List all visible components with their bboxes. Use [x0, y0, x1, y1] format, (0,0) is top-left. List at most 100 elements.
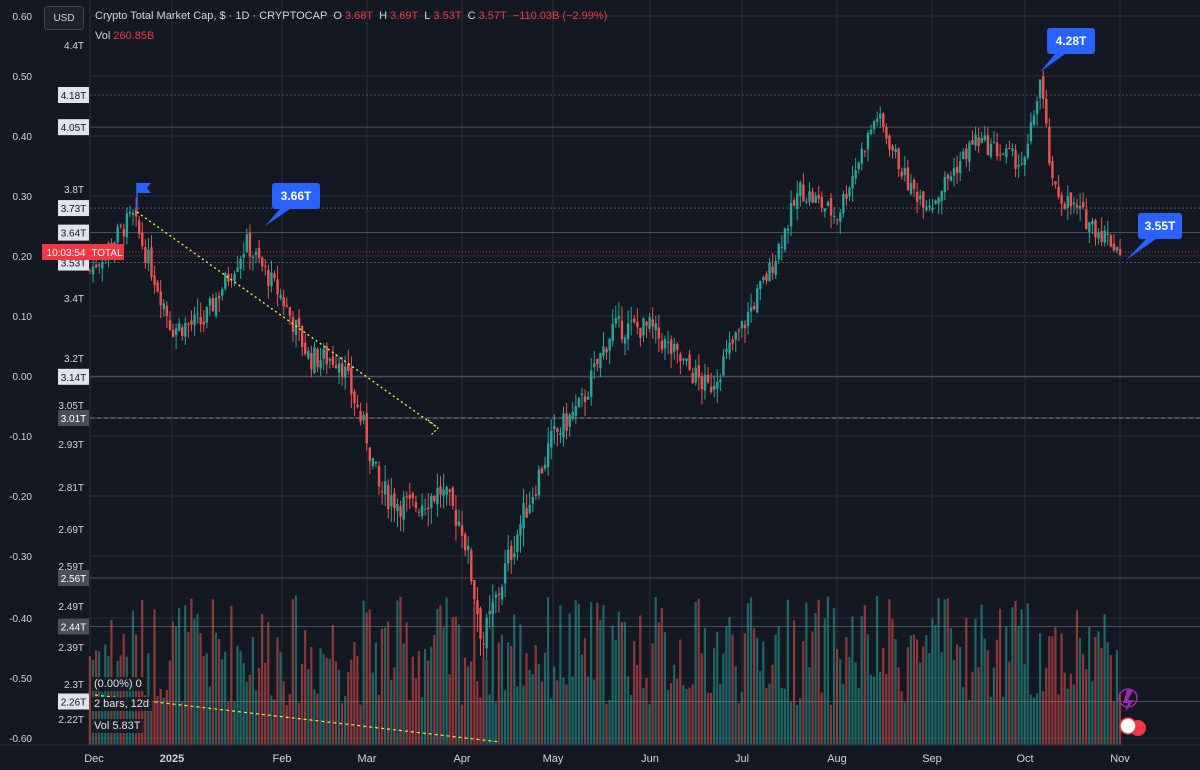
volume-bar [796, 704, 799, 745]
candle-body [430, 495, 433, 508]
candle-body [565, 413, 568, 431]
volume-bar [577, 603, 580, 745]
volume-bar [851, 616, 854, 745]
candle-body [654, 323, 657, 331]
currency-button[interactable]: USD [44, 6, 84, 30]
volume-bar [316, 693, 319, 745]
candle-body [540, 468, 544, 474]
volume-bar [331, 624, 334, 745]
volume-bar [636, 664, 639, 745]
volume-bar [337, 669, 341, 745]
volume-bar [909, 635, 912, 745]
candle-body [451, 487, 455, 506]
candle-body [1008, 147, 1011, 150]
candle-body [789, 202, 793, 227]
price-axis-tick: 3.05T [58, 401, 84, 412]
candle-body [1051, 161, 1054, 179]
candle-body [992, 142, 996, 144]
volume-bar [439, 605, 442, 745]
candle-body [777, 243, 780, 260]
volume-bar [774, 634, 777, 745]
volume-bar [442, 627, 445, 745]
volume-bar [706, 692, 710, 745]
candle-body [485, 617, 488, 649]
volume-bar [725, 625, 728, 745]
volume-bar [310, 646, 313, 745]
flag-us-icon [1119, 717, 1137, 735]
volume-bar [141, 599, 144, 745]
candle-body [276, 279, 279, 295]
candle-body [725, 348, 728, 352]
volume-bar [199, 633, 202, 745]
candle-body [836, 219, 839, 221]
volume-bar [328, 658, 331, 745]
candle-body [940, 191, 943, 202]
candle-body [119, 225, 122, 227]
volume-bar [875, 595, 879, 745]
price-axis-tick: 2.39T [58, 643, 84, 654]
candle-body [620, 320, 624, 340]
volume-bar [768, 683, 771, 745]
volume-bar [497, 642, 500, 745]
price-axis-tick: 2.3T [64, 680, 84, 691]
volume-bar [187, 632, 190, 745]
candle-body [737, 330, 741, 332]
candle-body [279, 295, 282, 299]
volume-bar [279, 651, 282, 745]
candle-body [559, 432, 562, 435]
candle-body [285, 304, 288, 307]
volume-bar [230, 605, 233, 745]
candle-body [713, 385, 716, 390]
candle-body [839, 212, 842, 222]
candle-body [543, 464, 547, 469]
price-axis-tick: 4.4T [64, 41, 84, 52]
volume-bar [202, 656, 205, 745]
candle-body [156, 282, 159, 292]
candle-body [636, 321, 639, 328]
volume-bar [752, 628, 756, 745]
candle-body [257, 248, 261, 259]
time-axis-tick: Mar [358, 753, 377, 765]
volume-bar [919, 662, 922, 745]
volume-bar [922, 646, 925, 745]
volume-bar [463, 657, 467, 745]
volume-bar [1045, 667, 1048, 745]
left-axis-tick: 0.40 [13, 132, 33, 143]
candle-body [685, 358, 688, 361]
volume-bar [608, 699, 611, 745]
candle-body [922, 191, 925, 208]
volume-bar [682, 685, 685, 745]
volume-bar [626, 676, 630, 745]
candle-body [297, 317, 301, 328]
volume-bar [940, 652, 943, 745]
volume-bar [362, 600, 365, 745]
candle-body [1035, 101, 1039, 115]
volume-bar [617, 611, 620, 745]
volume-bar [1005, 626, 1008, 745]
candle-body [304, 342, 307, 354]
candle-body [1032, 115, 1036, 125]
volume-bar [783, 688, 786, 745]
candle-body [894, 148, 897, 153]
volume-bar [519, 624, 522, 745]
candle-body [214, 297, 218, 316]
candle-body [802, 184, 805, 202]
volume-bar [267, 622, 270, 745]
candle-body [414, 501, 418, 508]
symbol-title[interactable]: Crypto Total Market Cap, $ · 1D · CRYPTO… [95, 10, 328, 22]
vol-value: 260.85B [113, 30, 155, 42]
candle-body [150, 247, 153, 278]
volume-bar [291, 599, 294, 745]
volume-bar [912, 634, 916, 745]
volume-bar [743, 633, 746, 745]
candle-body [943, 177, 947, 193]
candle-body [445, 487, 448, 495]
volume-bar [568, 613, 571, 745]
candle-body [974, 134, 977, 146]
volume-bar [325, 657, 328, 745]
candle-body [1072, 202, 1076, 205]
candle-body [273, 273, 276, 279]
candle-body [900, 171, 903, 177]
volume-bar [590, 602, 593, 745]
